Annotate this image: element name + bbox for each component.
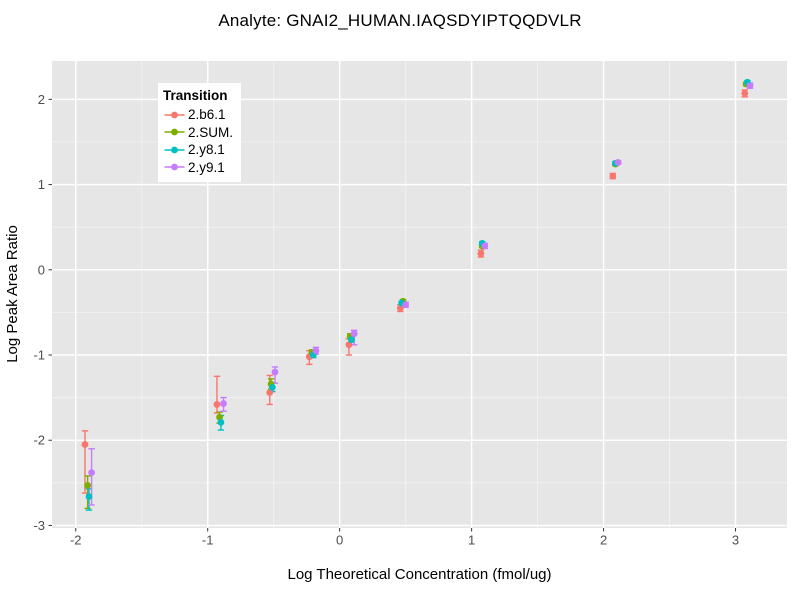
legend: Transition 2.b6.1 2.SUM. 2.y8.1 2.y9.1 [158,83,242,182]
data-point [217,418,225,426]
legend-key-point [171,146,178,154]
legend-item-label: 2.y8.1 [188,142,225,158]
data-point [84,481,92,489]
data-point [477,250,485,257]
legend-key-icon [164,163,185,171]
x-tick-label: 0 [336,533,343,548]
data-point [609,172,617,180]
data-point [81,441,89,448]
data-point [271,368,279,376]
data-point [85,493,93,500]
data-point [213,401,221,408]
tick-marks [48,98,737,532]
legend-item-label: 2.SUM. [188,124,234,140]
legend-key-point [171,111,178,119]
data-point [345,341,353,349]
x-tick-label: 3 [732,533,739,548]
data-point [396,304,404,312]
y-tick-label: -3 [33,518,45,533]
series-points-2.y9.1 [88,82,754,477]
legend-title: Transition [163,88,228,103]
x-axis-title: Log Theoretical Concentration (fmol/ug) [287,566,552,583]
x-tick-label: -1 [202,533,214,548]
data-point [312,347,320,355]
data-point [220,400,227,407]
legend-key-icon [164,111,185,119]
tick-labels: -2 -1 0 1 2 3 2 1 0 -1 -2 -3 [33,92,739,548]
data-point [88,469,95,477]
data-point [216,413,223,421]
data-point [402,301,410,309]
gridlines-major [52,61,787,528]
legend-items: 2.b6.1 2.SUM. 2.y8.1 2.y9.1 [163,106,233,176]
legend-key-icon [164,128,185,136]
legend-key-point [171,128,178,136]
legend-item: 2.y9.1 [163,159,233,177]
data-point [348,336,355,344]
data-point [614,159,622,166]
legend-item-label: 2.b6.1 [188,107,226,123]
data-point [746,82,754,90]
chart-title: Analyte: GNAI2_HUMAN.IAQSDYIPTQQDVLR [218,11,582,30]
legend-item: 2.b6.1 [163,106,233,124]
y-tick-label: 0 [38,262,45,277]
legend-key-icon [164,146,185,154]
legend-item-label: 2.y9.1 [188,159,225,175]
data-point [481,242,489,250]
data-point [350,330,358,338]
y-tick-label: 2 [38,92,45,107]
y-axis-title: Log Peak Area Ratio [4,225,21,363]
y-tick-label: 1 [38,177,45,192]
y-tick-label: -2 [33,433,45,448]
data-point [268,383,276,391]
legend-item: 2.SUM. [163,124,233,142]
x-tick-label: 1 [468,533,475,548]
series-points-2.b6.1 [81,89,749,448]
legend-item: 2.y8.1 [163,141,233,159]
x-tick-label: 2 [600,533,607,548]
x-tick-label: -2 [70,533,82,548]
data-point [266,389,274,396]
data-point [741,89,749,97]
legend-key-point [171,163,178,171]
y-tick-label: -1 [33,348,45,363]
